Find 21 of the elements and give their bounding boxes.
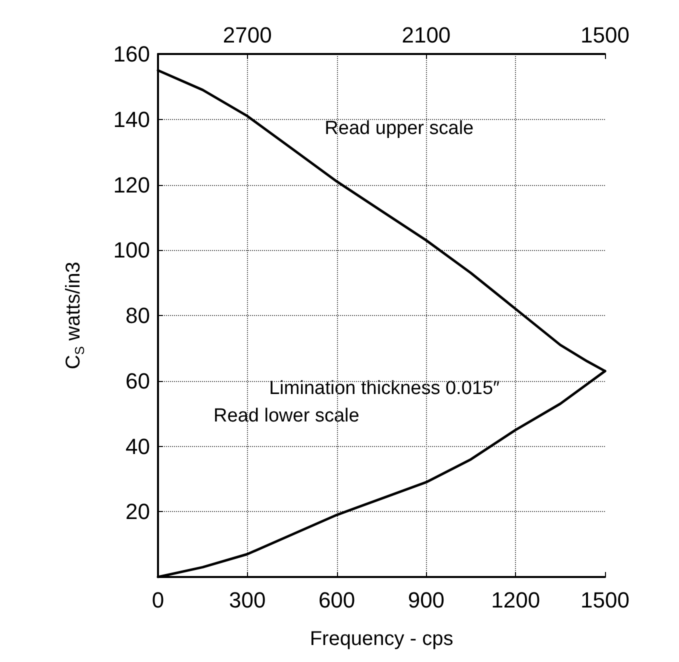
- x-tick-label: 1500: [580, 588, 630, 612]
- x-tick-label: 1200: [491, 588, 540, 612]
- y-tick-label: 80: [126, 303, 150, 328]
- x-tick-label: 300: [229, 588, 266, 612]
- y-tick-label: 40: [126, 434, 150, 459]
- x-tick-label: 0: [152, 588, 164, 612]
- x2-tick-label: 1500: [580, 22, 630, 48]
- annotation: Read lower scale: [214, 405, 360, 426]
- y-tick-label: 140: [113, 106, 150, 132]
- y-axis-title: CS watts/in3: [62, 262, 87, 370]
- x-tick-label: 900: [408, 588, 445, 612]
- y-tick-label: 160: [113, 42, 150, 66]
- y-tick-label: 100: [113, 238, 150, 263]
- x2-tick-label: 2700: [222, 22, 272, 48]
- y-tick-label: 20: [126, 499, 150, 524]
- x-axis-title: Frequency - cps: [310, 628, 454, 650]
- annotation: Read upper scale: [324, 118, 474, 140]
- x-tick-label: 600: [318, 588, 356, 612]
- y-tick-label: 60: [126, 368, 150, 394]
- y-tick-label: 120: [113, 172, 150, 198]
- x2-tick-label: 2100: [402, 22, 451, 48]
